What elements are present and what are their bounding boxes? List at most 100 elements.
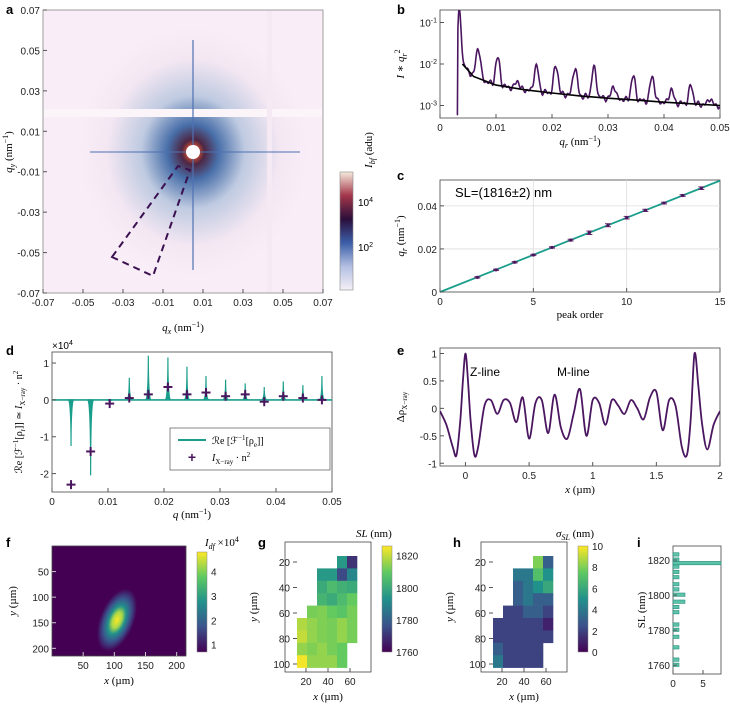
panel-c-point — [681, 193, 685, 198]
panel-i-bar — [672, 569, 680, 574]
panel-b: 0 0.01 0.02 0.03 0.04 0.05 10-1 10-2 10-3 qr (n… — [393, 9, 730, 150]
panel-h-cell — [543, 580, 554, 594]
panel-f-ytick-label: 150 — [32, 619, 49, 630]
panel-d-stem — [67, 399, 75, 446]
label-c: c — [397, 168, 404, 183]
panel-g-cell — [317, 618, 328, 631]
panel-g-colorbar-tick: 1800 — [396, 584, 419, 595]
panel-g-cell — [347, 568, 358, 582]
panel-g-cell — [337, 630, 348, 644]
label-h: h — [453, 535, 461, 550]
panel-d-multiplier: ×104 — [52, 340, 73, 352]
panel-g-cell — [307, 605, 318, 619]
panel-g-xtick-label: 20 — [300, 677, 312, 688]
panel-a-xtick-label: 0.05 — [273, 298, 293, 309]
panel-h-cell — [543, 618, 554, 631]
panel-c-point — [550, 245, 554, 250]
panel-i-ytick-label: 1780 — [648, 626, 671, 637]
panel-h-cell — [543, 630, 554, 644]
panel-i-bar — [672, 610, 680, 615]
panel-f-ytick-label: 200 — [32, 644, 49, 655]
panel-g-cell — [337, 568, 348, 582]
panel-e-ylabel: ΔρX−ray — [395, 391, 409, 422]
panel-h-cell — [523, 580, 534, 594]
panel-h-cell — [543, 556, 554, 569]
panel-a-beamstop — [186, 145, 200, 159]
panel-e-xtick-label: 1 — [590, 471, 596, 482]
panel-d-ytick-label: 1 — [43, 359, 49, 370]
panel-g-cell — [317, 605, 328, 619]
panel-h-cell — [523, 655, 534, 668]
panel-g-cell — [317, 630, 328, 644]
panel-g-ytick-label: 60 — [279, 609, 291, 620]
panel-h-cell — [523, 630, 534, 644]
panel-h-colorbar-ticks: 10 8 6 4 2 0 — [592, 542, 604, 659]
label-i: i — [637, 535, 641, 550]
panel-h-cell — [513, 642, 524, 656]
panel-h-xlabel: x (µm) — [508, 691, 539, 703]
panel-d-ylabel: ℛe [ℱ−1[ρr]] ≃ IX−ray · n2 — [12, 370, 27, 473]
panel-g-cell — [347, 630, 358, 644]
panel-i-bar — [672, 634, 680, 639]
panel-i-bar — [672, 552, 680, 557]
panel-h-cell — [533, 568, 544, 582]
panel-d-xtick-label: 0.03 — [210, 497, 230, 508]
panel-g-cell — [347, 618, 358, 631]
panel-e-xtick-label: 1.5 — [649, 471, 663, 482]
panel-h-cell — [513, 568, 524, 582]
panel-b-yticks: 10-1 10-2 10-3 — [420, 17, 444, 113]
panel-g-cells — [297, 556, 358, 668]
panel-c-point — [643, 208, 647, 212]
panel-a-colorbar-tick-1e4: 104 — [358, 197, 373, 209]
panel-i-ytick-label: 1820 — [648, 556, 671, 567]
panel-g-cell — [347, 580, 358, 594]
panel-g-colorbar-label: SL (nm) — [356, 528, 392, 540]
panel-c-point — [569, 238, 573, 242]
panel-h-ytick-label: 20 — [475, 558, 487, 569]
panel-c-xlabel: peak order — [557, 309, 604, 321]
panel-c-xtick-label: 15 — [714, 297, 726, 308]
panel-a-ytick-label: -0.07 — [17, 289, 40, 300]
panel-g-colorbar-tick: 1820 — [396, 552, 419, 563]
panel-g-xtick-label: 60 — [344, 677, 356, 688]
panel-h-ytick-label: 40 — [475, 584, 487, 595]
panel-d-legend-item-1: ℛe [ℱ−1[ρe]] — [212, 434, 264, 449]
panel-f-colorbar-label: Idf ×104 — [204, 535, 239, 551]
panel-b-xtick-label: 0 — [437, 123, 443, 134]
panel-c-point — [662, 201, 666, 205]
panel-h-yticks: 20 40 60 80 100 — [469, 558, 493, 671]
panel-e-xticks: 0 0.5 1 1.5 2 — [463, 462, 723, 482]
panel-h-cell — [523, 642, 534, 656]
panel-g-cell — [327, 568, 338, 582]
panel-d-legend-item-2: IX−ray · n2 — [211, 451, 251, 466]
panel-b-xtick-label: 0.05 — [710, 123, 730, 134]
panel-f-axes-frame — [51, 545, 187, 657]
panel-h-cell — [493, 655, 504, 668]
panel-a-colorbar-tick-1e2: 102 — [358, 242, 373, 254]
panel-d-ytick-label: -1 — [40, 433, 49, 444]
panel-b-ylabel: I ∗ qr2 — [393, 49, 409, 79]
panel-h-cell — [493, 642, 504, 656]
panel-a-xtick-label: 0.07 — [313, 298, 333, 309]
panel-c-ytick-label: 0.02 — [418, 245, 438, 256]
panel-i-bar — [672, 599, 686, 604]
panel-c-yticks: 0 0.02 0.04 — [418, 202, 444, 299]
panel-c-xtick-label: 5 — [531, 297, 537, 308]
panel-b-xlabel: qr (nm−1) — [559, 134, 601, 150]
panel-d-stem — [183, 366, 191, 401]
panel-h-cell — [533, 642, 544, 656]
panel-f-xticks: 50 100 150 200 — [78, 652, 185, 672]
panel-h-cell — [503, 642, 514, 656]
panel-h-cell — [543, 605, 554, 619]
panel-g-cell — [347, 605, 358, 619]
panel-e-annotation-zline: Z-line — [470, 365, 500, 379]
panel-a-ytick-label: 0.03 — [21, 87, 41, 98]
panel-g-cell — [337, 556, 348, 569]
panel-g-ytick-label: 40 — [279, 584, 291, 595]
panel-g-cell — [317, 593, 328, 606]
panel-e: Z-line M-line 0 0.5 1 1.5 2 1 0.5 0 -0.5 -1 x (µ… — [395, 347, 723, 496]
panel-e-ytick-label: -0.5 — [420, 432, 438, 443]
label-d: d — [6, 343, 14, 358]
panel-i-ytick-label: 1800 — [648, 591, 671, 602]
panel-a-colorbar-label: Ibf (adu) — [363, 132, 377, 169]
